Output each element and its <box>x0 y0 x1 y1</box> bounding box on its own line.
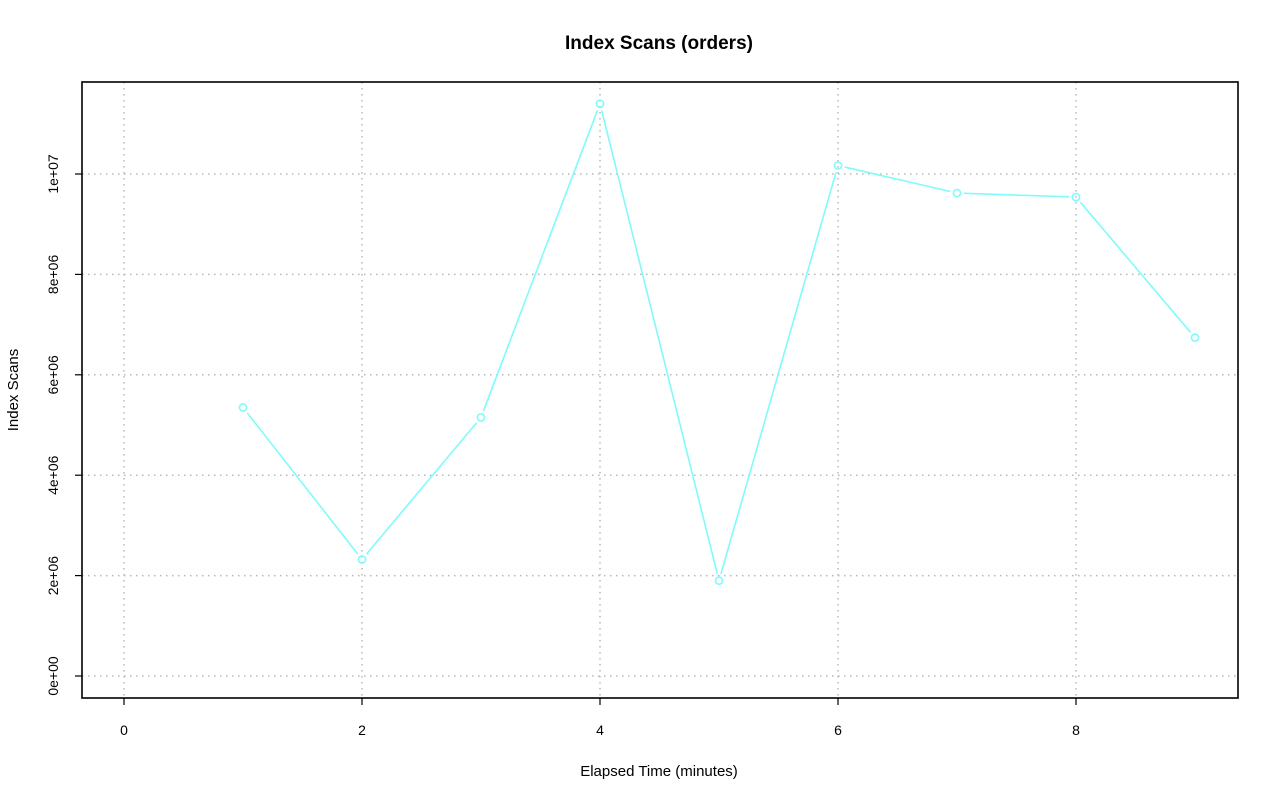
series-line-segment <box>844 166 951 193</box>
x-axis-label: Elapsed Time (minutes) <box>580 763 738 780</box>
data-point <box>1071 192 1081 202</box>
y-tick-label: 6e+06 <box>45 355 61 395</box>
data-point <box>952 188 962 198</box>
grid-lines <box>82 82 1238 698</box>
series-line-segment <box>482 109 599 412</box>
axes: 0 2 4 6 8 0e+00 2e+06 4e+06 6e+06 8e+06 1e+07 <box>45 154 1080 738</box>
x-tick-label: 4 <box>596 722 604 738</box>
chart-title: Index Scans (orders) <box>565 33 753 54</box>
x-tick-label: 8 <box>1072 722 1080 738</box>
data-point <box>1190 333 1200 343</box>
y-tick-label: 2e+06 <box>45 556 61 596</box>
data-point <box>476 413 486 422</box>
y-tick-label: 4e+06 <box>45 455 61 495</box>
series-line-segment <box>963 192 1070 198</box>
y-tick-label: 0e+00 <box>45 656 61 696</box>
y-tick-label: 1e+07 <box>45 154 61 194</box>
series-line-segment <box>1079 201 1192 333</box>
series-line-segment <box>365 422 478 555</box>
data-point <box>833 161 843 170</box>
data-point <box>238 403 248 412</box>
x-tick-label: 6 <box>834 722 842 738</box>
data-point <box>357 555 367 564</box>
x-tick-label: 2 <box>358 722 366 738</box>
y-tick-label: 8e+06 <box>45 255 61 295</box>
x-tick-label: 0 <box>120 722 128 738</box>
y-axis-label: Index Scans <box>5 349 22 432</box>
series-line-segment <box>600 110 719 575</box>
data-point <box>595 99 605 109</box>
series-line-segment <box>720 171 837 575</box>
plot-frame <box>81 81 1239 699</box>
data-point <box>714 576 724 586</box>
series-line-layer <box>238 99 1200 586</box>
series-line-segment <box>246 412 359 555</box>
